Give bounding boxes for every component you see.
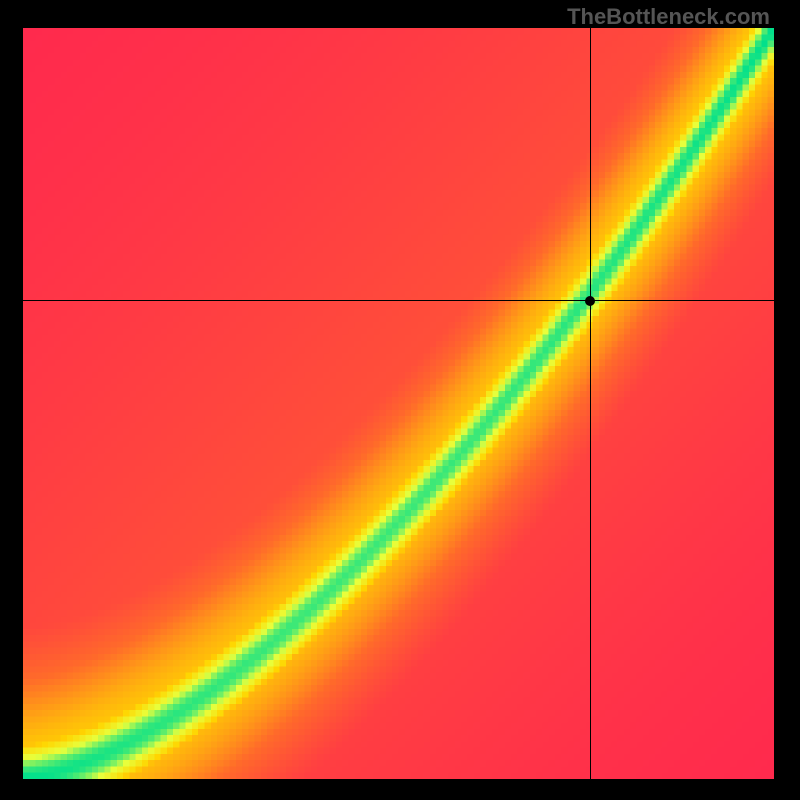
crosshair-marker-dot: [585, 296, 595, 306]
crosshair-horizontal-line: [23, 300, 774, 301]
watermark-text: TheBottleneck.com: [567, 4, 770, 30]
crosshair-vertical-line: [590, 28, 591, 779]
bottleneck-heatmap: [23, 28, 774, 779]
